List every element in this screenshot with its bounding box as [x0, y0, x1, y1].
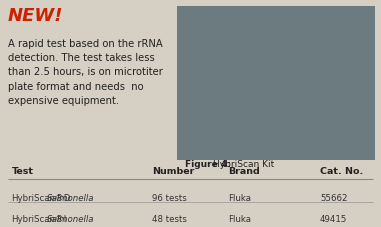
Text: Brand: Brand — [229, 167, 260, 176]
Text: Salmonella: Salmonella — [47, 215, 94, 224]
FancyBboxPatch shape — [177, 6, 375, 160]
Text: HybriScan®I: HybriScan®I — [11, 215, 67, 224]
Text: 48 tests: 48 tests — [152, 215, 187, 224]
Text: A rapid test based on the rRNA
detection. The test takes less
than 2.5 hours, is: A rapid test based on the rRNA detection… — [8, 39, 162, 106]
Text: 96 tests: 96 tests — [152, 194, 187, 203]
Text: Test: Test — [11, 167, 34, 176]
Text: HybriScan®D: HybriScan®D — [11, 194, 71, 203]
Text: Fluka: Fluka — [229, 194, 251, 203]
Text: NEW!: NEW! — [8, 7, 63, 25]
Text: 55662: 55662 — [320, 194, 347, 203]
Text: Figure 4:: Figure 4: — [185, 160, 234, 169]
Text: HybriScan Kit: HybriScan Kit — [213, 160, 275, 169]
Text: Number: Number — [152, 167, 195, 176]
Text: Cat. No.: Cat. No. — [320, 167, 363, 176]
Text: Salmonella: Salmonella — [47, 194, 94, 203]
Text: 49415: 49415 — [320, 215, 347, 224]
Text: Fluka: Fluka — [229, 215, 251, 224]
